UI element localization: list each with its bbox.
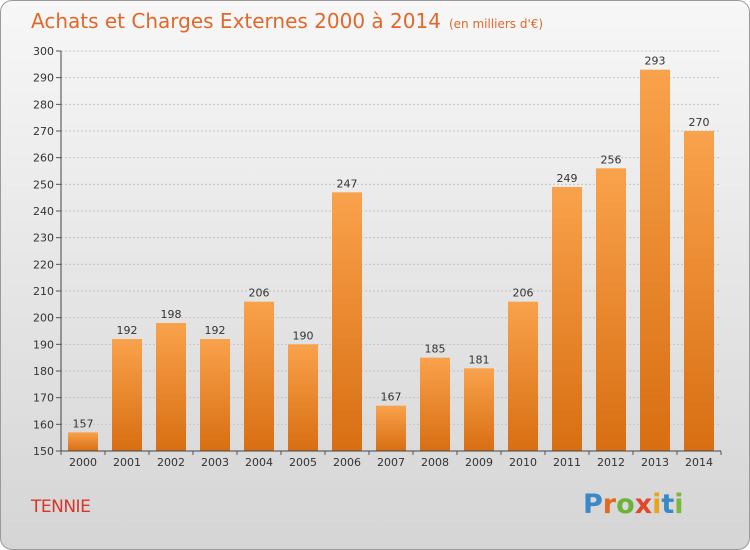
x-tick-label-2005: 2005 — [289, 456, 317, 469]
x-axis-ticks: 2000 2001 2002 2003 2004 2005 2006 2007 2008 2009… — [60, 451, 722, 469]
x-tick-label-2008: 2008 — [421, 456, 449, 469]
chart-title: Achats et Charges Externes 2000 à 2014 (e… — [31, 9, 543, 33]
bar-2006 — [332, 192, 362, 452]
data-label-2003: 192 — [205, 324, 226, 337]
x-tick-label-2013: 2013 — [641, 456, 669, 469]
data-label-2001: 192 — [117, 324, 138, 337]
y-tick-label: 250 — [33, 178, 54, 191]
chart-title-text: Achats et Charges Externes 2000 à 2014 — [31, 9, 441, 33]
y-tick-label: 190 — [33, 338, 54, 351]
axes — [60, 51, 721, 452]
x-tick-label-2001: 2001 — [113, 456, 141, 469]
logo-letter: o — [616, 489, 635, 520]
x-tick-label-2002: 2002 — [157, 456, 185, 469]
bar-2012 — [596, 168, 626, 452]
data-label-2005: 190 — [293, 329, 314, 342]
y-tick-label: 300 — [33, 45, 54, 58]
logo-letter: r — [602, 489, 617, 520]
y-tick-label: 160 — [33, 418, 54, 431]
data-labels: 157 192 198 192 206 190 247 167 185 181 206 249 256 2… — [73, 55, 710, 431]
x-tick-label-2012: 2012 — [597, 456, 625, 469]
y-axis-ticks: 150 160 170 180 190 200 210 220 230 240 250 260 270 2… — [33, 45, 61, 458]
data-label-2004: 206 — [249, 287, 270, 300]
data-label-2013: 293 — [645, 55, 666, 68]
y-tick-label: 240 — [33, 205, 54, 218]
data-label-2007: 167 — [381, 391, 402, 404]
x-tick-label-2011: 2011 — [553, 456, 581, 469]
bar-2011 — [552, 187, 582, 451]
y-tick-label: 270 — [33, 125, 54, 138]
x-tick-label-2006: 2006 — [333, 456, 361, 469]
bar-2003 — [200, 339, 230, 451]
x-tick-label-2010: 2010 — [509, 456, 537, 469]
data-label-2014: 270 — [689, 116, 710, 129]
x-tick-label-2014: 2014 — [685, 456, 713, 469]
logo-letter: x — [634, 489, 653, 520]
y-tick-label: 180 — [33, 365, 54, 378]
bar-2000 — [68, 432, 98, 451]
bar-2007 — [376, 405, 406, 451]
logo-letter: t — [661, 489, 675, 520]
bar-2009 — [464, 368, 494, 451]
bar-2013 — [640, 69, 670, 452]
chart-subtitle: (en milliers d'€) — [448, 17, 544, 31]
y-tick-label: 260 — [33, 152, 54, 165]
x-tick-label-2000: 2000 — [69, 456, 97, 469]
bar-2005 — [288, 344, 318, 451]
logo-letter: i — [674, 489, 684, 520]
data-label-2011: 249 — [557, 172, 578, 185]
data-label-2002: 198 — [161, 308, 182, 321]
data-label-2010: 206 — [513, 287, 534, 300]
bar-2001 — [112, 339, 142, 451]
y-tick-label: 230 — [33, 232, 54, 245]
logo-letter: i — [652, 489, 662, 520]
x-tick-label-2009: 2009 — [465, 456, 493, 469]
x-tick-label-2007: 2007 — [377, 456, 405, 469]
bar-2014 — [684, 131, 714, 451]
commune-name: TENNIE — [31, 497, 91, 517]
y-tick-label: 210 — [33, 285, 54, 298]
data-label-2000: 157 — [73, 417, 94, 430]
bar-2008 — [420, 357, 450, 451]
x-tick-label-2003: 2003 — [201, 456, 229, 469]
bar-2010 — [508, 301, 538, 451]
y-tick-label: 280 — [33, 98, 54, 111]
bar-2002 — [156, 323, 186, 451]
data-label-2012: 256 — [601, 153, 622, 166]
y-tick-label: 220 — [33, 258, 54, 271]
y-tick-label: 200 — [33, 312, 54, 325]
logo-letter: P — [583, 489, 603, 520]
data-label-2008: 185 — [425, 343, 446, 356]
y-tick-label: 150 — [33, 445, 54, 458]
y-tick-label: 290 — [33, 72, 54, 85]
data-label-2006: 247 — [337, 177, 358, 190]
brand-logo: Proxiti — [583, 489, 684, 520]
bars — [68, 69, 714, 452]
bar-2004 — [244, 301, 274, 451]
x-tick-label-2004: 2004 — [245, 456, 273, 469]
y-tick-label: 170 — [33, 392, 54, 405]
data-label-2009: 181 — [469, 353, 490, 366]
